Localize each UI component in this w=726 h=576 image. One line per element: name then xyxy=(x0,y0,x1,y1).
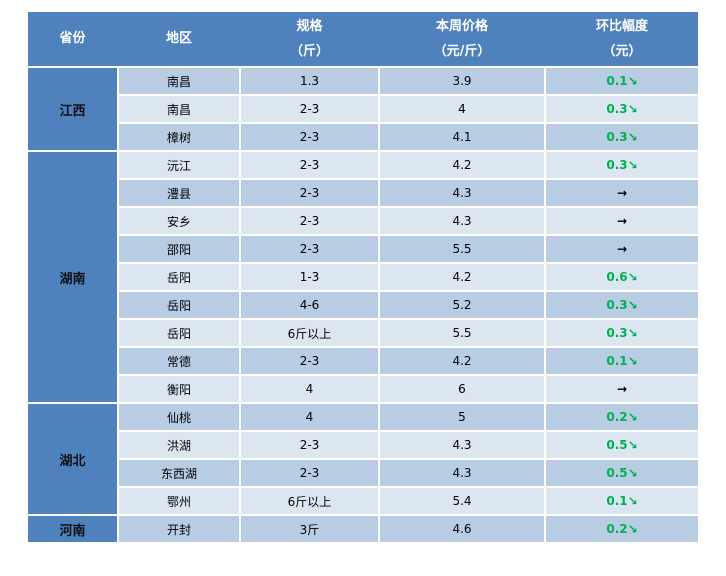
header-change: 环比幅度 （元） xyxy=(546,12,698,66)
change-cell: 0.1↘ xyxy=(546,348,698,374)
price-cell: 4.3 xyxy=(380,460,544,486)
table-header-row: 省份 地区 规格 （斤） 本周价格 （元/斤） 环比幅度 （元） xyxy=(28,12,698,66)
spec-cell: 4-6 xyxy=(241,292,378,318)
price-cell: 4.2 xyxy=(380,264,544,290)
province-cell-henan: 河南 xyxy=(28,516,117,542)
spec-cell: 2-3 xyxy=(241,236,378,262)
province-cell-hunan: 湖南 xyxy=(28,152,117,402)
change-cell: 0.3↘ xyxy=(546,124,698,150)
header-price-label: 本周价格 xyxy=(435,18,488,34)
spec-cell: 2-3 xyxy=(241,180,378,206)
spec-cell: 2-3 xyxy=(241,432,378,458)
change-cell: 0.1↘ xyxy=(546,68,698,94)
change-cell: 0.5↘ xyxy=(546,460,698,486)
region-cell: 邵阳 xyxy=(119,236,239,262)
change-cell: 0.2↘ xyxy=(546,404,698,430)
change-cell: → xyxy=(546,180,698,206)
spec-cell: 2-3 xyxy=(241,348,378,374)
region-cell: 澧县 xyxy=(119,180,239,206)
region-cell: 岳阳 xyxy=(119,264,239,290)
change-cell: 0.3↘ xyxy=(546,292,698,318)
price-cell: 6 xyxy=(380,376,544,402)
change-cell: 0.3↘ xyxy=(546,96,698,122)
spec-cell: 2-3 xyxy=(241,460,378,486)
change-cell: → xyxy=(546,208,698,234)
change-cell: 0.6↘ xyxy=(546,264,698,290)
table-body: 江西 湖南 湖北 河南 南昌 1.3 3.9 0.1↘ 南昌 2-3 4 0.3… xyxy=(28,68,698,542)
price-cell: 5.5 xyxy=(380,236,544,262)
header-region-label: 地区 xyxy=(165,31,192,46)
spec-cell: 2-3 xyxy=(241,96,378,122)
price-cell: 5.2 xyxy=(380,292,544,318)
region-cell: 樟树 xyxy=(119,124,239,150)
spec-cell: 4 xyxy=(241,376,378,402)
region-cell: 鄂州 xyxy=(119,488,239,514)
price-cell: 4.3 xyxy=(380,180,544,206)
price-cell: 3.9 xyxy=(380,68,544,94)
header-change-unit: （元） xyxy=(602,43,642,59)
price-cell: 4.2 xyxy=(380,152,544,178)
price-cell: 4.3 xyxy=(380,432,544,458)
price-cell: 5.5 xyxy=(380,320,544,346)
spec-cell: 3斤 xyxy=(241,516,378,542)
change-cell: 0.3↘ xyxy=(546,320,698,346)
change-cell: → xyxy=(546,376,698,402)
spec-cell: 1-3 xyxy=(241,264,378,290)
price-cell: 4.3 xyxy=(380,208,544,234)
region-cell: 开封 xyxy=(119,516,239,542)
header-province-label: 省份 xyxy=(59,31,86,46)
spec-cell: 2-3 xyxy=(241,208,378,234)
spec-cell: 6斤以上 xyxy=(241,320,378,346)
region-cell: 常德 xyxy=(119,348,239,374)
spec-cell: 2-3 xyxy=(241,152,378,178)
region-cell: 东西湖 xyxy=(119,460,239,486)
change-cell: 0.1↘ xyxy=(546,488,698,514)
spec-cell: 1.3 xyxy=(241,68,378,94)
region-cell: 安乡 xyxy=(119,208,239,234)
header-spec: 规格 （斤） xyxy=(241,12,378,66)
price-cell: 5.4 xyxy=(380,488,544,514)
header-price: 本周价格 （元/斤） xyxy=(380,12,544,66)
province-cell-hubei: 湖北 xyxy=(28,404,117,514)
price-cell: 4.6 xyxy=(380,516,544,542)
header-change-label: 环比幅度 xyxy=(595,18,648,34)
province-cell-jiangxi: 江西 xyxy=(28,68,117,150)
price-table: 省份 地区 规格 （斤） 本周价格 （元/斤） 环比幅度 （元） 江西 湖南 湖… xyxy=(28,12,698,542)
region-cell: 南昌 xyxy=(119,68,239,94)
region-cell: 岳阳 xyxy=(119,320,239,346)
header-price-unit: （元/斤） xyxy=(433,43,491,59)
spec-cell: 2-3 xyxy=(241,124,378,150)
spec-cell: 6斤以上 xyxy=(241,488,378,514)
price-cell: 4.1 xyxy=(380,124,544,150)
region-cell: 南昌 xyxy=(119,96,239,122)
header-spec-label: 规格 xyxy=(296,18,323,34)
spec-cell: 4 xyxy=(241,404,378,430)
price-cell: 4.2 xyxy=(380,348,544,374)
header-region: 地区 xyxy=(119,12,239,66)
region-cell: 仙桃 xyxy=(119,404,239,430)
region-cell: 洪湖 xyxy=(119,432,239,458)
header-spec-unit: （斤） xyxy=(289,43,329,59)
change-cell: 0.5↘ xyxy=(546,432,698,458)
change-cell: 0.3↘ xyxy=(546,152,698,178)
region-cell: 衡阳 xyxy=(119,376,239,402)
price-cell: 5 xyxy=(380,404,544,430)
region-cell: 岳阳 xyxy=(119,292,239,318)
header-province: 省份 xyxy=(28,12,117,66)
change-cell: 0.2↘ xyxy=(546,516,698,542)
region-cell: 沅江 xyxy=(119,152,239,178)
change-cell: → xyxy=(546,236,698,262)
price-cell: 4 xyxy=(380,96,544,122)
